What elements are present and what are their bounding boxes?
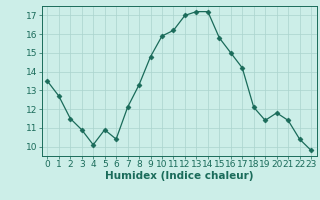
X-axis label: Humidex (Indice chaleur): Humidex (Indice chaleur) [105,171,253,181]
